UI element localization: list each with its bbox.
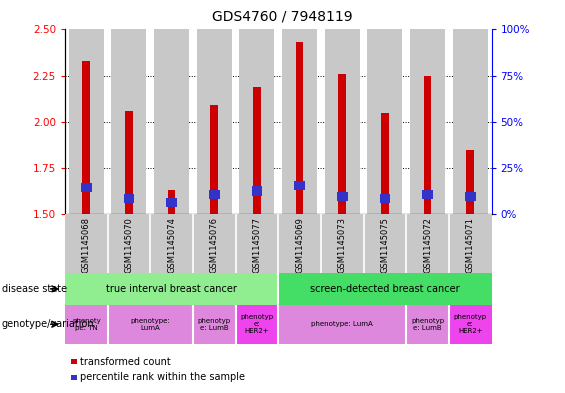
Text: phenotyp
e: LumB: phenotyp e: LumB (411, 318, 444, 331)
Bar (240, 29, 275, 214)
Text: disease state: disease state (2, 284, 67, 294)
Bar (125, 111, 133, 214)
Bar (465, 192, 476, 201)
Bar (380, 194, 390, 203)
Bar (406, 305, 449, 344)
Bar (124, 194, 134, 203)
Text: phenotype:
LumA: phenotype: LumA (131, 318, 170, 331)
Text: phenotyp
e: LumB: phenotyp e: LumB (198, 318, 231, 331)
Bar (253, 87, 261, 214)
Bar (154, 29, 189, 214)
Text: phenotyp
e:
HER2+: phenotyp e: HER2+ (240, 314, 273, 334)
Bar (424, 75, 432, 214)
Text: screen-detected breast cancer: screen-detected breast cancer (310, 284, 460, 294)
Bar (69, 29, 104, 214)
Bar (282, 29, 317, 214)
Bar (107, 305, 193, 344)
Text: phenotype: LumA: phenotype: LumA (311, 321, 373, 327)
Bar (325, 29, 360, 214)
Text: GSM1145074: GSM1145074 (167, 217, 176, 273)
Text: phenoty
pe: TN: phenoty pe: TN (72, 318, 101, 331)
Text: true interval breast cancer: true interval breast cancer (106, 284, 237, 294)
Bar (210, 105, 218, 214)
Text: transformed count: transformed count (80, 356, 171, 367)
Bar (295, 42, 303, 214)
Text: phenotyp
e:
HER2+: phenotyp e: HER2+ (454, 314, 487, 334)
Bar (65, 273, 278, 305)
Text: GSM1145077: GSM1145077 (253, 217, 262, 273)
Text: GSM1145075: GSM1145075 (380, 217, 389, 273)
Bar (65, 305, 107, 344)
Bar (71, 359, 77, 364)
Bar (166, 198, 177, 207)
Text: genotype/variation: genotype/variation (2, 319, 94, 329)
Bar (279, 305, 406, 344)
Text: GSM1145072: GSM1145072 (423, 217, 432, 273)
Bar (81, 183, 92, 192)
Bar (294, 181, 305, 190)
Text: GDS4760 / 7948119: GDS4760 / 7948119 (212, 10, 353, 24)
Bar (422, 190, 433, 199)
Bar (381, 113, 389, 214)
Bar (449, 305, 492, 344)
Bar (466, 149, 474, 214)
Bar (236, 305, 278, 344)
Text: GSM1145071: GSM1145071 (466, 217, 475, 273)
Bar (410, 29, 445, 214)
Bar (337, 192, 347, 201)
Bar (453, 29, 488, 214)
Bar (209, 190, 220, 199)
Text: GSM1145076: GSM1145076 (210, 217, 219, 273)
Text: GSM1145070: GSM1145070 (124, 217, 133, 273)
Bar (197, 29, 232, 214)
Bar (168, 190, 176, 214)
Text: GSM1145073: GSM1145073 (338, 217, 347, 273)
Text: GSM1145069: GSM1145069 (295, 217, 304, 273)
Text: percentile rank within the sample: percentile rank within the sample (80, 372, 245, 382)
Text: GSM1145068: GSM1145068 (82, 217, 91, 273)
Bar (82, 61, 90, 214)
Bar (279, 273, 492, 305)
Bar (367, 29, 402, 214)
Bar (193, 305, 236, 344)
Bar (251, 186, 262, 196)
Bar (111, 29, 146, 214)
Bar (338, 74, 346, 214)
Bar (71, 375, 77, 380)
